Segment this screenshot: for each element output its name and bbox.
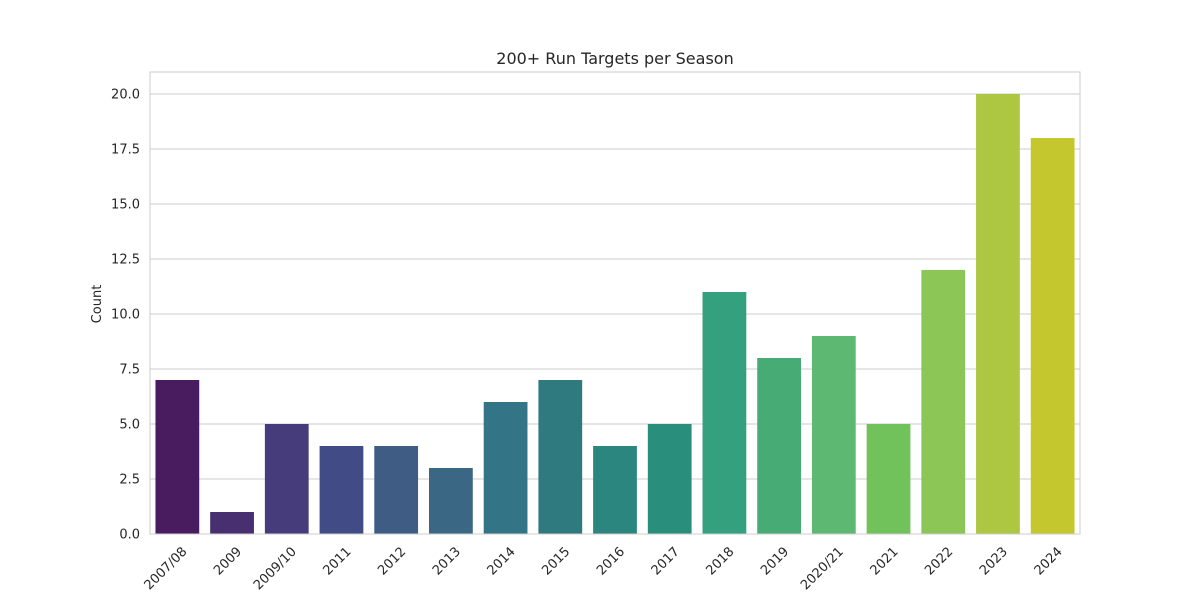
bar-1 (210, 512, 254, 534)
bar-7 (538, 380, 583, 534)
y-tick-label: 5.0 (119, 418, 140, 433)
y-tick-label: 10.0 (111, 308, 140, 323)
bar-16 (1030, 138, 1075, 534)
bar-5 (429, 468, 473, 534)
y-tick-label: 0.0 (119, 528, 140, 543)
y-tick-labels: 0.0 2.5 5.0 7.5 10.0 12.5 15.0 17.5 20.0 (111, 88, 140, 543)
y-tick-label: 20.0 (111, 88, 140, 103)
bar-0 (155, 380, 200, 534)
bar-4 (374, 446, 419, 534)
y-tick-label: 7.5 (119, 363, 140, 378)
y-tick-label: 12.5 (111, 253, 140, 268)
bar-14 (921, 270, 966, 534)
plot-frame (149, 71, 1081, 535)
bar-12 (811, 336, 856, 534)
chart-title: 200+ Run Targets per Season (496, 49, 733, 68)
bar-3 (319, 446, 364, 534)
bar-2 (264, 424, 309, 534)
bar-10 (702, 292, 747, 534)
bars (155, 94, 1075, 534)
bar-11 (757, 358, 801, 534)
bar-13 (866, 424, 911, 534)
bar-15 (976, 94, 1020, 534)
y-tick-label: 15.0 (111, 198, 140, 213)
y-tick-label: 2.5 (119, 473, 140, 488)
y-tick-label: 17.5 (111, 143, 140, 158)
bar-8 (593, 446, 637, 534)
bar-6 (483, 402, 528, 534)
y-axis-label: Count (90, 285, 105, 324)
bar-9 (647, 424, 692, 534)
